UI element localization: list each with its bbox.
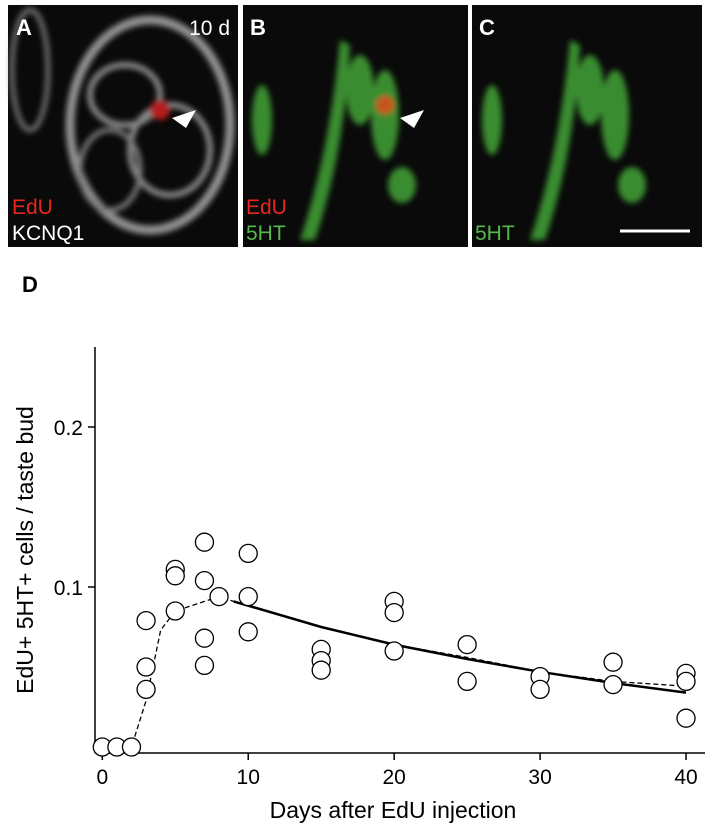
point [676, 708, 696, 728]
cells [482, 40, 646, 240]
stain-label: KCNQ1 [12, 222, 84, 245]
stain-label: 5HT [475, 222, 515, 245]
point [165, 566, 185, 586]
point [136, 610, 156, 631]
point [311, 660, 331, 680]
arrowhead [172, 110, 196, 128]
point [603, 674, 623, 695]
point [209, 586, 229, 607]
point [457, 671, 477, 692]
point [603, 652, 623, 672]
micrograph [243, 5, 468, 247]
point [121, 737, 142, 757]
panel-label: C [479, 15, 495, 40]
panel-label: B [250, 15, 266, 40]
point [384, 602, 404, 623]
arrowhead [400, 110, 424, 128]
point [384, 641, 404, 661]
point [238, 586, 258, 607]
point [238, 543, 258, 564]
panel-label: D [22, 272, 38, 297]
point [530, 679, 550, 700]
point [194, 532, 215, 552]
y-axis-label: EdU+ 5HT+ cells / taste bud [12, 406, 38, 694]
x-axis-label: Days after EdU injection [270, 797, 517, 823]
point [136, 657, 156, 677]
point [136, 679, 156, 700]
point [194, 570, 215, 591]
point [676, 671, 696, 692]
point [194, 628, 215, 648]
point [194, 655, 215, 676]
point [238, 622, 258, 642]
cells [9, 7, 235, 235]
stain-label: 5HT [246, 222, 286, 245]
y-tick-label: 0.1 [54, 577, 83, 600]
panel-label: A [16, 15, 32, 40]
stain-label: EdU [246, 196, 287, 219]
cells [252, 40, 416, 240]
x-tick-label: 20 [382, 766, 405, 789]
micrograph [472, 5, 702, 247]
time-label: 10 d [189, 17, 230, 40]
stain-label: EdU [12, 196, 53, 219]
point [165, 601, 185, 621]
point [457, 634, 477, 655]
x-tick-label: 10 [237, 766, 260, 789]
x-tick-label: 30 [528, 766, 551, 789]
x-tick-label: 40 [674, 766, 697, 789]
y-tick-label: 0.2 [54, 417, 83, 440]
x-tick-label: 0 [96, 766, 108, 789]
